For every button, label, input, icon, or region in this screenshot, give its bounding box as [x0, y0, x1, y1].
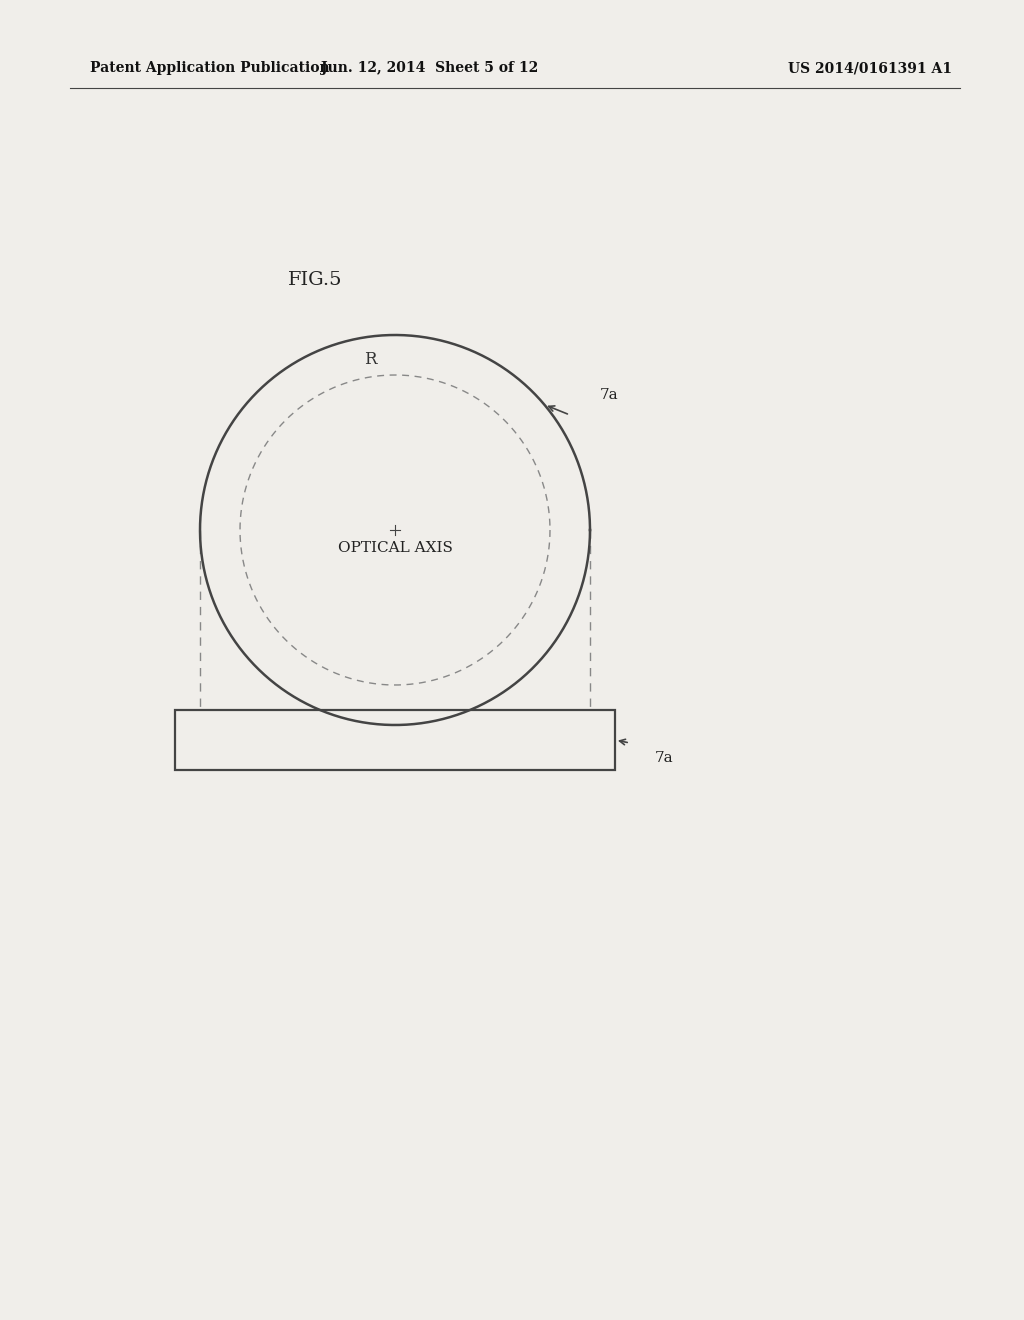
- Text: Jun. 12, 2014  Sheet 5 of 12: Jun. 12, 2014 Sheet 5 of 12: [322, 61, 539, 75]
- Text: Patent Application Publication: Patent Application Publication: [90, 61, 330, 75]
- Bar: [175, 710, 615, 770]
- Text: US 2014/0161391 A1: US 2014/0161391 A1: [788, 61, 952, 75]
- Text: FIG.5: FIG.5: [288, 271, 342, 289]
- Text: 7a: 7a: [600, 388, 618, 403]
- Text: R: R: [364, 351, 376, 368]
- Text: 7a: 7a: [655, 751, 674, 766]
- Text: OPTICAL AXIS: OPTICAL AXIS: [338, 541, 453, 554]
